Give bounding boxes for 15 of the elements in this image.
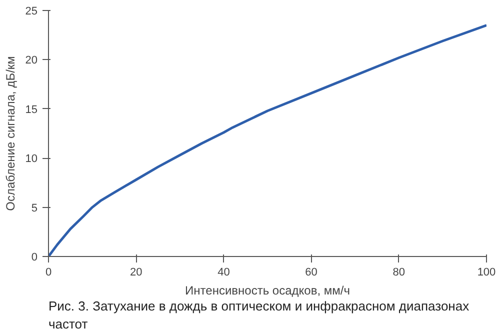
x-tick-label: 100 [477, 266, 496, 278]
x-tick-label: 80 [392, 266, 406, 278]
y-tick-label: 15 [25, 104, 38, 116]
y-tick-label: 10 [25, 153, 38, 166]
x-tick-label: 60 [305, 266, 318, 278]
y-axis-title: Ослабление сигнала, дБ/км [3, 56, 18, 211]
x-axis-title: Интенсивность осадков, мм/ч [185, 284, 350, 298]
y-tick-label: 20 [25, 54, 38, 67]
text: Рис. 3. Затухание в дождь в оптическом и инфракрасном диапазонах частот [48, 298, 470, 332]
y-tick-label: 25 [25, 6, 38, 18]
y-tick-label: 0 [31, 252, 38, 264]
x-tick-label: 20 [130, 266, 142, 278]
y-tick-label: 5 [31, 202, 38, 214]
x-tick-label: 0 [45, 266, 52, 278]
x-tick-label: 40 [218, 266, 230, 278]
